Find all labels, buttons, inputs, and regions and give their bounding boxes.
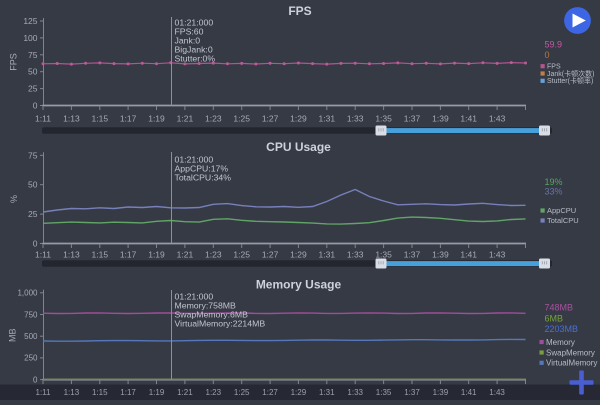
svg-text:75: 75 [28,150,38,160]
svg-text:SwapMemory:6MB: SwapMemory:6MB [175,310,249,320]
svg-text:50: 50 [28,67,38,77]
svg-text:1:25: 1:25 [234,388,250,397]
svg-text:VirtualMemory: VirtualMemory [546,359,597,368]
svg-text:125: 125 [23,16,37,26]
svg-text:1:39: 1:39 [433,388,449,397]
svg-text:1:17: 1:17 [120,249,137,259]
svg-text:1:11: 1:11 [35,113,51,123]
svg-text:0: 0 [33,239,38,249]
svg-text:Stutter(卡顿率): Stutter(卡顿率) [547,76,593,85]
svg-text:25: 25 [28,84,38,94]
svg-text:1:43: 1:43 [489,388,505,397]
svg-text:1:27: 1:27 [262,249,279,259]
svg-text:2203MB: 2203MB [545,324,579,334]
svg-text:AppCPU: AppCPU [547,206,576,215]
svg-text:0: 0 [545,50,550,60]
svg-text:1:19: 1:19 [149,388,165,397]
svg-text:MB: MB [7,329,17,343]
svg-text:1,000: 1,000 [17,289,38,298]
svg-text:Memory:758MB: Memory:758MB [175,301,237,311]
svg-text:1:25: 1:25 [233,249,250,259]
svg-text:75: 75 [28,50,38,60]
svg-text:1:43: 1:43 [489,113,506,123]
svg-text:Memory: Memory [546,338,575,347]
svg-text:1:37: 1:37 [404,249,421,259]
svg-text:250: 250 [24,354,38,363]
svg-text:1:41: 1:41 [460,113,477,123]
svg-text:1:17: 1:17 [120,113,137,123]
svg-text:VirtualMemory:2214MB: VirtualMemory:2214MB [175,319,266,329]
svg-text:1:29: 1:29 [290,113,307,123]
svg-text:Stutter:0%: Stutter:0% [175,54,216,64]
svg-text:1:39: 1:39 [432,113,449,123]
svg-text:25: 25 [28,209,38,219]
svg-text:1:23: 1:23 [205,113,222,123]
svg-text:%: % [9,195,19,203]
svg-text:AppCPU:17%: AppCPU:17% [175,164,229,174]
svg-text:Memory Usage: Memory Usage [256,278,342,292]
svg-text:SwapMemory: SwapMemory [546,348,595,357]
svg-text:1:11: 1:11 [35,249,51,259]
svg-text:FPS: FPS [288,4,311,18]
svg-text:1:19: 1:19 [148,113,165,123]
svg-text:1:17: 1:17 [120,388,136,397]
svg-text:59.9: 59.9 [545,40,563,50]
svg-text:1:35: 1:35 [375,113,392,123]
svg-text:1:15: 1:15 [92,113,109,123]
svg-text:1:21: 1:21 [177,113,194,123]
svg-text:1:27: 1:27 [262,388,278,397]
svg-text:0: 0 [33,375,38,384]
svg-text:0: 0 [33,101,38,111]
svg-text:1:33: 1:33 [347,113,364,123]
svg-text:FPS:60: FPS:60 [175,27,204,37]
svg-text:1:19: 1:19 [148,249,165,259]
svg-text:1:43: 1:43 [489,249,506,259]
svg-text:CPU Usage: CPU Usage [266,140,331,154]
svg-text:1:21: 1:21 [177,249,194,259]
svg-text:6MB: 6MB [545,314,564,324]
svg-text:01:21:000: 01:21:000 [175,155,214,165]
svg-text:BigJank:0: BigJank:0 [175,45,213,55]
svg-text:748MB: 748MB [545,303,574,313]
svg-text:1:41: 1:41 [460,249,477,259]
svg-text:100: 100 [23,33,37,43]
svg-text:1:33: 1:33 [347,249,364,259]
svg-text:1:35: 1:35 [375,249,392,259]
svg-text:1:35: 1:35 [376,388,392,397]
svg-text:FPS: FPS [8,53,18,71]
svg-text:1:29: 1:29 [290,249,307,259]
svg-text:1:13: 1:13 [63,113,80,123]
svg-text:Jank(卡顿次数): Jank(卡顿次数) [547,69,594,78]
svg-text:1:39: 1:39 [432,249,449,259]
svg-text:1:13: 1:13 [63,249,80,259]
svg-text:1:29: 1:29 [291,388,307,397]
svg-text:1:37: 1:37 [404,113,421,123]
svg-text:50: 50 [28,180,38,190]
svg-text:1:37: 1:37 [404,388,420,397]
svg-text:Jank:0: Jank:0 [175,36,201,46]
svg-text:1:23: 1:23 [205,249,222,259]
svg-text:01:21:000: 01:21:000 [175,18,214,28]
svg-text:33%: 33% [545,186,563,196]
svg-text:500: 500 [24,332,38,341]
svg-text:1:31: 1:31 [319,113,336,123]
svg-text:750: 750 [24,310,38,319]
svg-text:TotalCPU: TotalCPU [547,216,579,225]
svg-text:1:15: 1:15 [92,388,108,397]
svg-text:1:33: 1:33 [347,388,363,397]
svg-text:19%: 19% [545,177,563,187]
svg-text:1:13: 1:13 [64,388,80,397]
svg-text:1:11: 1:11 [36,388,52,397]
svg-text:FPS: FPS [547,64,561,71]
svg-text:1:25: 1:25 [233,113,250,123]
svg-text:1:31: 1:31 [319,249,336,259]
svg-text:1:21: 1:21 [177,388,193,397]
svg-text:1:23: 1:23 [206,388,222,397]
svg-text:TotalCPU:34%: TotalCPU:34% [175,173,232,183]
svg-text:1:15: 1:15 [92,249,109,259]
svg-text:1:27: 1:27 [262,113,279,123]
svg-text:1:41: 1:41 [461,388,477,397]
svg-text:01:21:000: 01:21:000 [175,292,214,302]
svg-text:1:31: 1:31 [319,388,335,397]
